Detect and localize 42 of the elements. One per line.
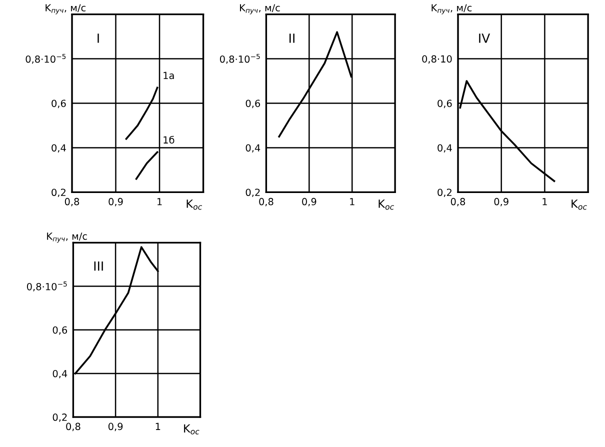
x-tick-label: 0,9 — [108, 198, 123, 206]
y-axis-title: K$_{пуч}$, м/с — [432, 4, 472, 14]
x-tick-label: 1 — [542, 198, 547, 206]
y-tick-label: 0,6 — [52, 100, 66, 108]
series-label: 1б — [164, 136, 174, 144]
x-axis-title: K$_{ос}$ — [572, 200, 587, 210]
y-tick-label: 0,6 — [246, 100, 260, 108]
y-axis-title: K$_{пуч}$, м/с — [47, 232, 87, 243]
y-tick-label: 0,8·10 — [422, 55, 452, 64]
x-tick-label: 0,9 — [108, 422, 123, 432]
annotation: I — [98, 34, 99, 43]
y-tick-label: 0,8·10$^{−5}$ — [220, 54, 260, 64]
x-tick-label: 0,8 — [450, 198, 466, 206]
y-tick-label: 0,2 — [52, 188, 66, 198]
y-axis-title: K$_{пуч}$, м/с — [240, 4, 280, 14]
y-tick-label: 0,4 — [246, 144, 260, 153]
y-tick-label: 0,6 — [52, 326, 68, 335]
x-tick-label: 0,8 — [66, 422, 80, 432]
y-tick-label: 0,4 — [52, 144, 66, 153]
annotation: IV — [479, 34, 490, 43]
x-tick-label: 0,8 — [259, 198, 274, 206]
y-tick-label: 0,8·10$^{−5}$ — [26, 54, 66, 64]
y-axis-title: K$_{пуч}$, м/с — [46, 4, 86, 14]
annotation: II — [290, 34, 294, 43]
x-tick-label: 0,8 — [64, 198, 80, 206]
y-tick-label: 0,2 — [246, 188, 260, 198]
x-tick-label: 1 — [156, 422, 160, 430]
x-axis-title: K$_{ос}$ — [184, 424, 200, 434]
x-axis-title: K$_{ос}$ — [186, 200, 202, 210]
y-tick-label: 0,8·10$^{−5}$ — [26, 282, 67, 292]
x-tick-label: 1 — [350, 198, 354, 206]
x-tick-label: 1 — [157, 198, 162, 206]
x-axis-title: K$_{ос}$ — [378, 200, 394, 210]
y-tick-label: 0,6 — [438, 100, 452, 108]
y-tick-label: 0,4 — [438, 144, 452, 153]
series-label: 1а — [164, 72, 174, 80]
y-tick-label: 0,2 — [52, 414, 67, 422]
x-tick-label: 0,9 — [494, 198, 508, 206]
x-tick-label: 0,9 — [302, 198, 316, 206]
y-tick-label: 0,2 — [438, 188, 452, 198]
y-tick-label: 0,4 — [52, 370, 68, 378]
annotation: III — [94, 262, 103, 271]
